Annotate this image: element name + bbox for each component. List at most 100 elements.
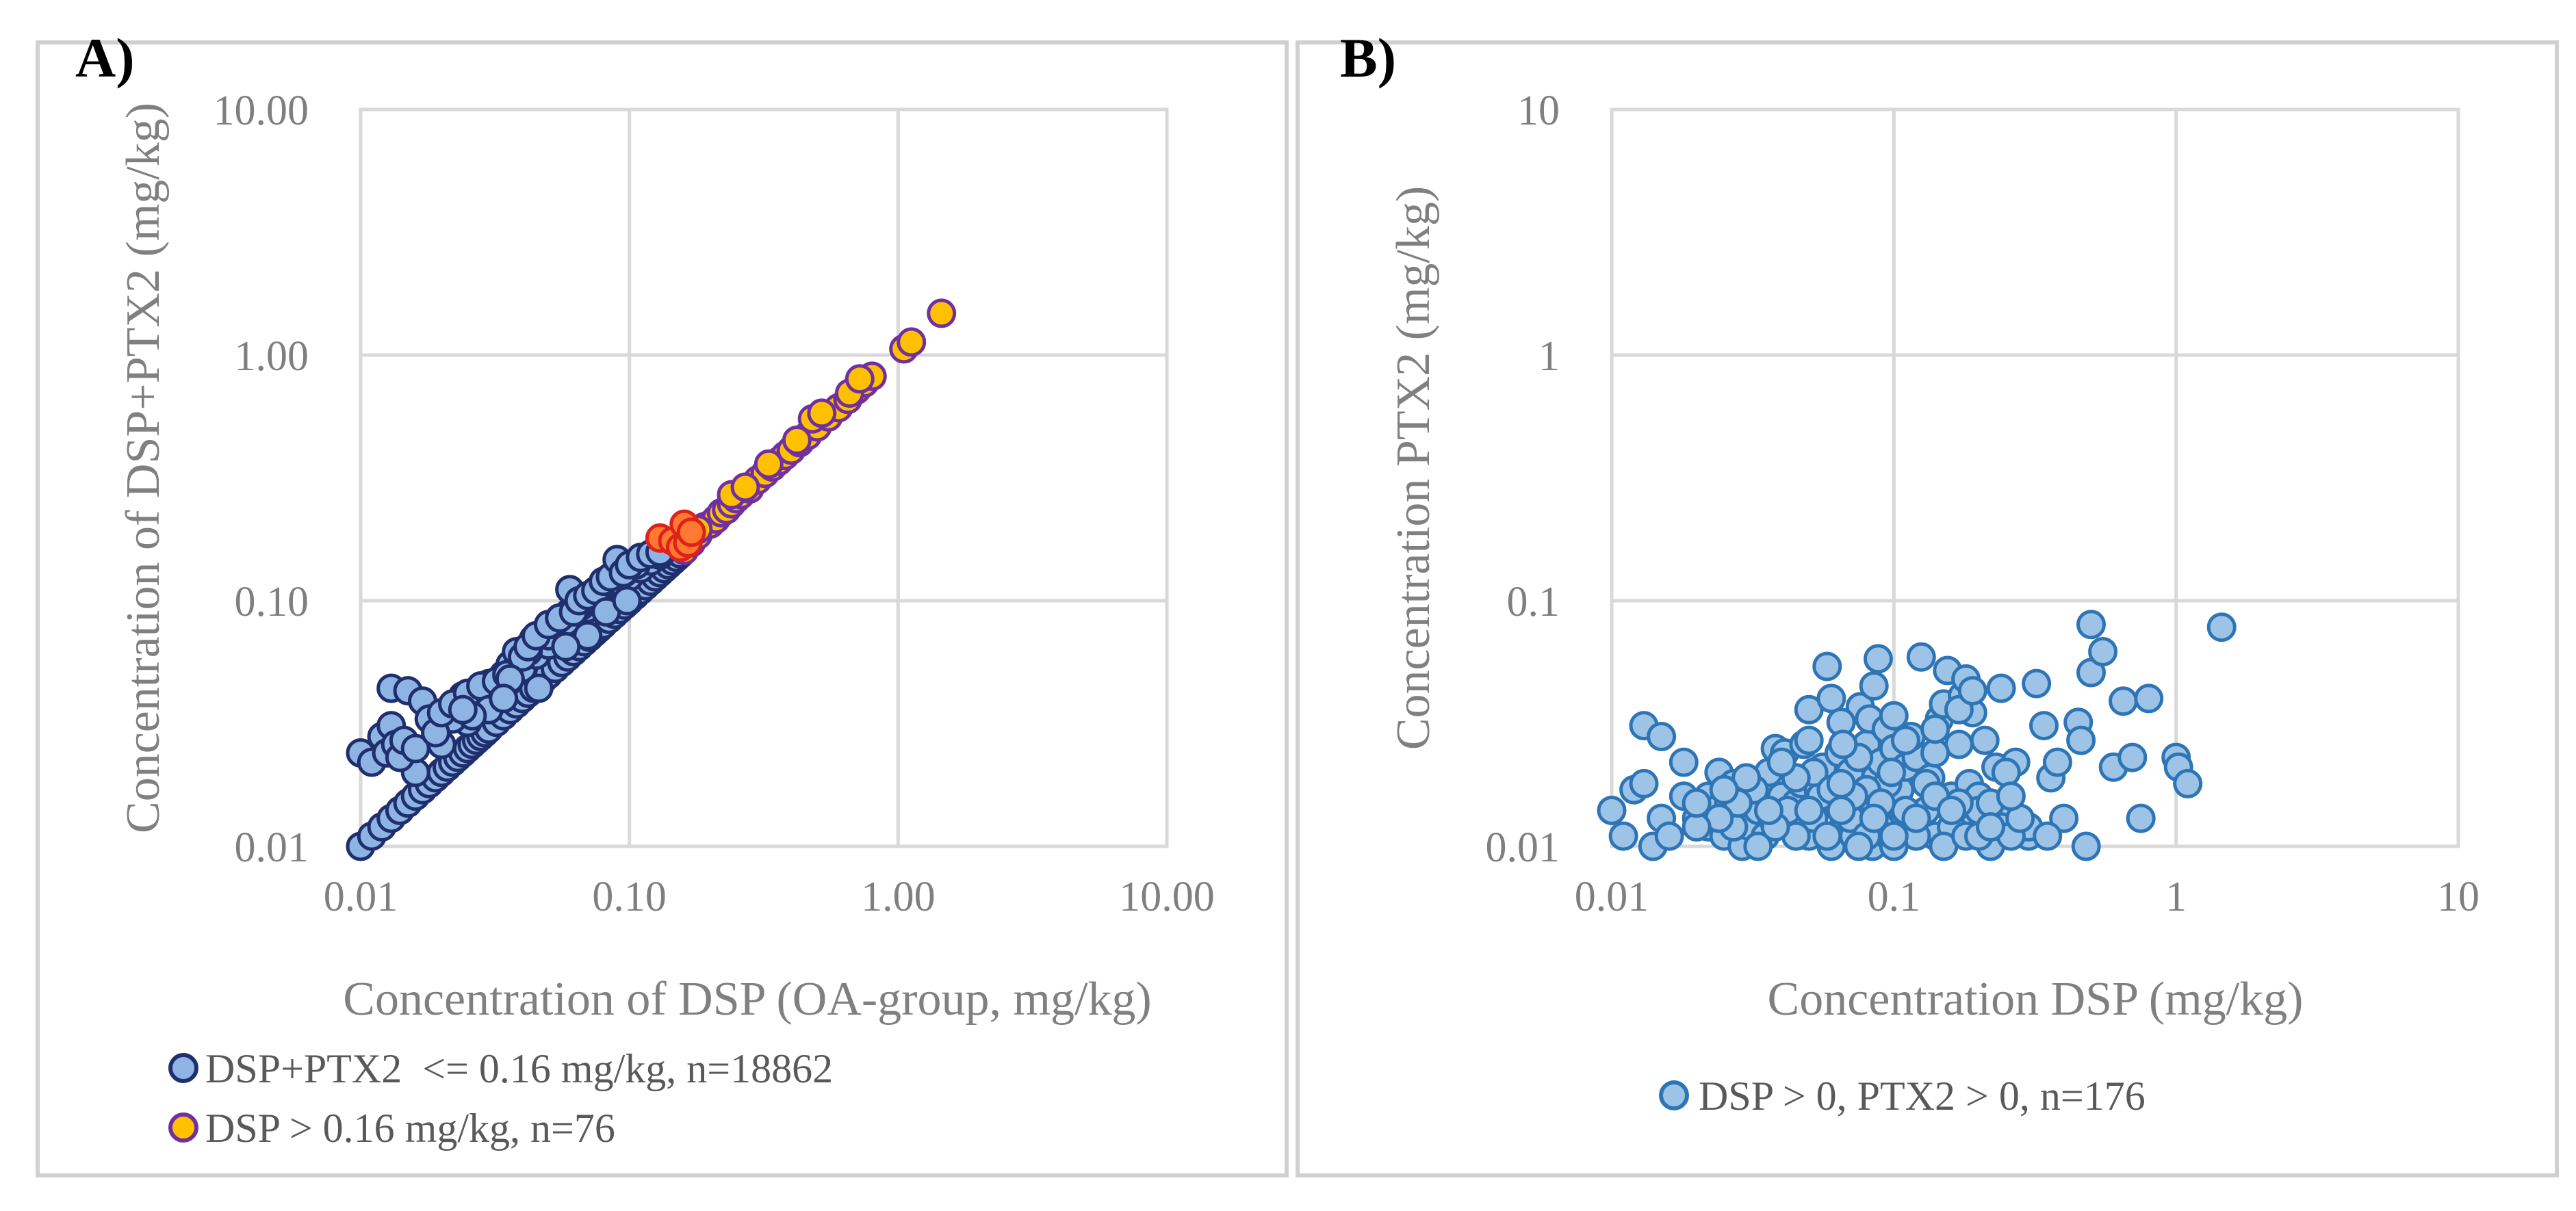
panel-b-x-tick-label: 0.1 bbox=[1868, 874, 1921, 920]
panel-a-points bbox=[346, 298, 957, 861]
panel-b-legend-marker bbox=[1659, 1080, 1689, 1110]
panel-a-y-axis-title: Concentration of DSP+PTX2 (mg/kg) bbox=[117, 103, 170, 833]
panel-b-series-0-point bbox=[1608, 821, 1638, 851]
panel-a-legend: DSP+PTX2 <= 0.16 mg/kg, n=18862 DSP > 0.… bbox=[168, 1046, 833, 1151]
panel-a-series-1-point bbox=[897, 327, 927, 357]
panel-b-x-axis-title: Concentration DSP (mg/kg) bbox=[1768, 973, 2304, 1026]
panel-b-series-0-point bbox=[2033, 821, 2063, 851]
panel-a-x-axis-title: Concentration of DSP (OA-group, mg/kg) bbox=[343, 973, 1151, 1026]
panel-a-series-1-point bbox=[730, 472, 760, 502]
panel-a-series-1-point bbox=[927, 298, 957, 328]
panel-b-y-tick-label: 10 bbox=[1517, 88, 1560, 134]
panel-b-series-0-point bbox=[1816, 683, 1846, 714]
panel-b-series-0-point bbox=[1986, 673, 2016, 703]
panel-b-points bbox=[1597, 610, 2237, 861]
panel-b-series-0-point bbox=[2109, 686, 2138, 716]
panel-a-legend-marker-high bbox=[168, 1112, 198, 1143]
panel-a-series-1-point bbox=[754, 449, 784, 479]
panel-b-letter: B) bbox=[1340, 27, 1396, 89]
panel-a-series-0-point bbox=[524, 673, 554, 703]
panel-b-series-0-point bbox=[1957, 676, 1987, 706]
panel-b-series-0-point bbox=[1970, 725, 2000, 755]
panel-b-y-axis-title: Concentration PTX2 (mg/kg) bbox=[1387, 186, 1440, 750]
panel-b-series-0-point bbox=[2117, 742, 2148, 772]
panel-a-series-1-point bbox=[782, 426, 812, 455]
panel-b-series-0-point bbox=[1597, 796, 1627, 825]
panel-b-series-0-point bbox=[1920, 714, 1950, 744]
panel-a: A) 0.01 0.10 1.00 10.00 0.01 0.10 1.00 10.00 Co… bbox=[75, 27, 1215, 1151]
panel-b-series-0-point bbox=[1826, 768, 1856, 798]
panel-a-letter: A) bbox=[75, 27, 135, 89]
panel-a-series-0-point bbox=[551, 631, 581, 662]
panel-a-series-2-point bbox=[676, 517, 706, 547]
panel-b-x-tick-label: 10 bbox=[2437, 874, 2480, 920]
panel-a-ticks: 0.01 0.10 1.00 10.00 0.01 0.10 1.00 10.00 bbox=[214, 88, 1215, 920]
panel-b-series-0-point bbox=[1859, 671, 1889, 701]
panel-b-series-0-point bbox=[1654, 821, 1684, 851]
panel-b-legend-label: DSP > 0, PTX2 > 0, n=176 bbox=[1699, 1073, 2146, 1119]
panel-b-series-0-point bbox=[1794, 725, 1824, 755]
panel-b-series-0-point bbox=[2126, 803, 2156, 833]
panel-a-series-1-point bbox=[845, 364, 875, 394]
panel-b-series-0-point bbox=[2206, 612, 2237, 642]
panel-b-x-tick-label: 0.01 bbox=[1575, 874, 1649, 920]
panel-b-x-tick-label: 1 bbox=[2165, 874, 2187, 920]
panel-a-x-tick-label: 10.00 bbox=[1119, 874, 1215, 920]
panel-b-series-0-point bbox=[2049, 803, 2079, 833]
panel-a-series-1-point bbox=[807, 398, 837, 428]
panel-a-x-tick-label: 0.01 bbox=[324, 874, 398, 920]
panel-b-series-0-point bbox=[1859, 803, 1889, 833]
panel-b-series-0-point bbox=[1669, 747, 1699, 777]
panel-b-series-0-point bbox=[1844, 831, 1874, 861]
panel-a-series-0-point bbox=[489, 683, 519, 714]
panel-a-x-tick-label: 1.00 bbox=[861, 874, 936, 920]
panel-b-series-0-point bbox=[2134, 683, 2164, 714]
panel-a-y-tick-label: 1.00 bbox=[235, 333, 309, 380]
panel-b-series-0-point bbox=[2042, 747, 2072, 777]
panel-b-series-0-point bbox=[1812, 651, 1842, 681]
panel-b-series-0-point bbox=[1709, 774, 1739, 805]
panel-a-frame bbox=[36, 40, 1289, 1177]
panel-b-series-0-point bbox=[1682, 788, 1712, 818]
panel-b-series-0-point bbox=[1937, 796, 1966, 825]
panel-a-y-tick-label: 10.00 bbox=[214, 88, 309, 134]
panel-b-legend: DSP > 0, PTX2 > 0, n=176 bbox=[1659, 1073, 2146, 1119]
panel-a-legend-label-high: DSP > 0.16 mg/kg, n=76 bbox=[205, 1106, 615, 1151]
panel-b-y-tick-label: 0.1 bbox=[1507, 579, 1560, 625]
panel-b-series-0-point bbox=[1877, 757, 1907, 787]
panel-a-y-tick-label: 0.01 bbox=[235, 824, 309, 871]
panel-b: B) 0.01 0.1 1 10 0.01 0.1 1 10 Concentration DS… bbox=[1340, 27, 2480, 1119]
panel-b-series-0-point bbox=[1879, 821, 1909, 851]
panel-a-x-tick-label: 0.10 bbox=[592, 874, 667, 920]
panel-b-series-0-point bbox=[1890, 725, 1920, 755]
panel-b-series-0-point bbox=[2022, 668, 2052, 699]
panel-a-series-0-point bbox=[448, 694, 478, 725]
panel-b-frame bbox=[1296, 40, 2559, 1177]
panel-b-series-0-point bbox=[1812, 821, 1842, 851]
panel-a-legend-marker-low bbox=[168, 1053, 198, 1083]
panel-b-series-0-point bbox=[1879, 701, 1909, 731]
panel-b-series-0-point bbox=[2066, 725, 2096, 755]
panel-a-legend-label-low: DSP+PTX2 <= 0.16 mg/kg, n=18862 bbox=[205, 1046, 833, 1091]
panel-b-series-0-point bbox=[2029, 711, 2059, 741]
panel-b-series-0-point bbox=[1901, 803, 1931, 833]
panel-b-y-tick-label: 0.01 bbox=[1486, 824, 1560, 871]
panel-b-series-0-point bbox=[1826, 796, 1856, 825]
panel-b-series-0-point bbox=[2071, 831, 2101, 861]
panel-a-y-tick-label: 0.10 bbox=[235, 579, 309, 625]
panel-b-series-0-point bbox=[1647, 722, 1677, 751]
panel-b-y-tick-label: 1 bbox=[1538, 333, 1560, 380]
panel-b-series-0-point bbox=[1629, 768, 1659, 798]
panel-a-plot-area bbox=[359, 107, 1169, 848]
panel-b-series-0-point bbox=[1863, 644, 1893, 674]
panel-b-series-0-point bbox=[1906, 642, 1936, 672]
panel-b-series-0-point bbox=[1766, 747, 1796, 777]
panel-b-series-0-point bbox=[2088, 637, 2118, 666]
panel-b-series-0-point bbox=[1828, 729, 1858, 759]
panel-b-series-0-point bbox=[2076, 610, 2106, 640]
panel-b-series-0-point bbox=[1944, 729, 1974, 759]
panel-a-series-0-point bbox=[612, 586, 642, 616]
panel-a-grid bbox=[359, 107, 1169, 848]
panel-b-series-0-point bbox=[1743, 831, 1773, 861]
